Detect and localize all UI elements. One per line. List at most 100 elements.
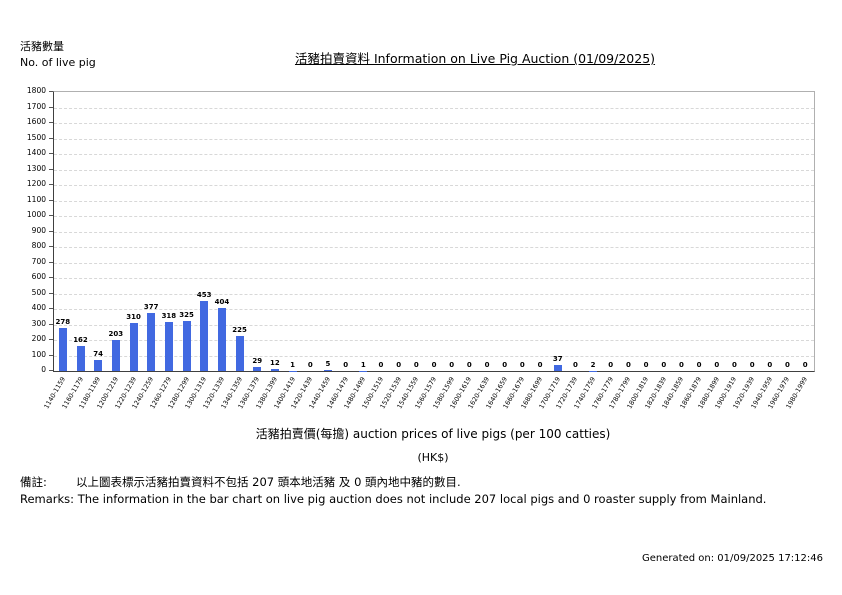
bar-value-label: 453 <box>196 290 212 299</box>
bar <box>323 370 332 371</box>
x-axis-unit: (HK$) <box>417 451 449 464</box>
y-tick-label: 1000 <box>26 210 46 219</box>
bar-value-label: 377 <box>143 302 159 311</box>
bar <box>182 320 191 371</box>
y-tick-mark <box>49 230 53 232</box>
bar <box>147 312 156 371</box>
gridline <box>54 309 814 310</box>
gridline <box>54 123 814 124</box>
gridline <box>54 324 814 326</box>
bar <box>200 300 209 371</box>
bar-value-label: 29 <box>252 356 263 365</box>
y-tick-label: 1600 <box>26 117 46 126</box>
chart-title: 活豬拍賣資料 Information on Live Pig Auction (… <box>294 51 656 66</box>
remark-prefix-zh: 備註: <box>20 475 47 489</box>
y-tick-mark <box>49 308 53 309</box>
bar <box>164 321 173 371</box>
bar-value-label: 0 <box>466 361 472 369</box>
bar-value-label: 5 <box>325 360 331 369</box>
y-tick-label: 1300 <box>26 163 46 173</box>
bar <box>553 365 562 371</box>
bar-value-label: 1 <box>360 360 366 369</box>
bar-value-label: 0 <box>608 361 614 369</box>
bar-value-label: 37 <box>552 355 563 364</box>
bar-value-label: 0 <box>413 361 419 369</box>
bar-value-label: 2 <box>590 360 596 369</box>
bar-value-label: 0 <box>643 361 649 369</box>
x-axis-title: 活豬拍賣價(每擔) auction prices of live pigs (p… <box>255 427 611 441</box>
gridline <box>54 278 814 279</box>
y-tick-label: 1100 <box>26 194 46 204</box>
remark-line-zh: 備註: 以上圖表標示活豬拍賣資料不包括 207 頭本地活豬 及 0 頭內地中豬的數… <box>20 474 461 490</box>
y-tick-mark <box>49 215 53 216</box>
gridline <box>54 216 814 217</box>
bar-value-label: 0 <box>519 361 525 369</box>
gridline <box>54 355 814 357</box>
bar-value-label: 0 <box>502 361 508 369</box>
y-axis-title-zh: 活豬數量 <box>20 40 64 53</box>
bar-value-label: 0 <box>307 361 313 369</box>
bar-value-label: 162 <box>73 335 88 344</box>
y-tick-mark <box>49 168 53 170</box>
bar-value-label: 325 <box>179 310 194 319</box>
y-tick-mark <box>49 370 53 371</box>
gridline <box>54 185 814 186</box>
bar-value-label: 0 <box>785 361 790 369</box>
bar-value-label: 0 <box>343 361 349 369</box>
y-tick-label: 500 <box>31 287 46 297</box>
bar-value-label: 1 <box>290 360 296 369</box>
bar-value-label: 0 <box>661 361 667 369</box>
gridline <box>54 169 814 171</box>
remark-text-zh: 以上圖表標示活豬拍賣資料不包括 207 頭本地活豬 及 0 頭內地中豬的數目. <box>76 475 461 489</box>
gridline <box>54 107 814 109</box>
y-tick-mark <box>49 277 53 278</box>
y-tick-label: 0 <box>41 365 46 374</box>
bar-value-label: 310 <box>126 312 141 321</box>
bar-value-label: 0 <box>537 361 543 369</box>
gridline <box>54 200 814 202</box>
gridline <box>54 340 814 341</box>
bar-value-label: 0 <box>449 361 455 369</box>
bar-value-label: 278 <box>55 317 71 326</box>
y-tick-label: 400 <box>31 303 46 312</box>
bar-value-label: 318 <box>161 311 177 320</box>
y-tick-label: 100 <box>31 349 46 359</box>
y-tick-mark <box>49 122 53 123</box>
bar-value-label: 225 <box>232 326 247 335</box>
bar-value-label: 0 <box>378 361 384 369</box>
bar <box>270 369 279 371</box>
bar-value-label: 0 <box>396 361 402 369</box>
bar-value-label: 0 <box>572 361 578 369</box>
bar-value-label: 0 <box>696 361 702 369</box>
gridline <box>54 293 814 295</box>
bar <box>58 327 67 371</box>
bar-value-label: 0 <box>625 361 631 369</box>
bar <box>217 308 226 371</box>
bar-value-label: 0 <box>802 361 808 369</box>
gridline <box>54 247 814 248</box>
y-tick-label: 1200 <box>26 179 46 188</box>
bar-value-label: 203 <box>108 329 124 338</box>
y-tick-mark <box>49 292 53 294</box>
y-tick-mark <box>49 323 53 325</box>
bar <box>111 339 120 371</box>
y-tick-label: 600 <box>31 272 46 281</box>
y-tick-label: 300 <box>31 318 46 328</box>
y-tick-label: 800 <box>31 241 46 250</box>
bar-value-label: 0 <box>767 361 773 369</box>
gridline <box>54 154 814 155</box>
y-tick-label: 200 <box>31 334 46 343</box>
bar-value-label: 0 <box>749 361 755 369</box>
generated-on-timestamp: Generated on: 01/09/2025 17:12:46 <box>642 553 823 564</box>
gridline <box>54 138 814 140</box>
gridline <box>54 231 814 233</box>
bar-value-label: 0 <box>679 361 684 369</box>
y-tick-mark <box>49 354 53 356</box>
bar <box>235 336 244 371</box>
y-tick-mark <box>49 137 53 139</box>
y-tick-label: 1400 <box>26 148 46 157</box>
y-tick-label: 1700 <box>26 101 46 111</box>
bar-value-label: 0 <box>484 361 490 369</box>
y-tick-mark <box>49 153 53 154</box>
